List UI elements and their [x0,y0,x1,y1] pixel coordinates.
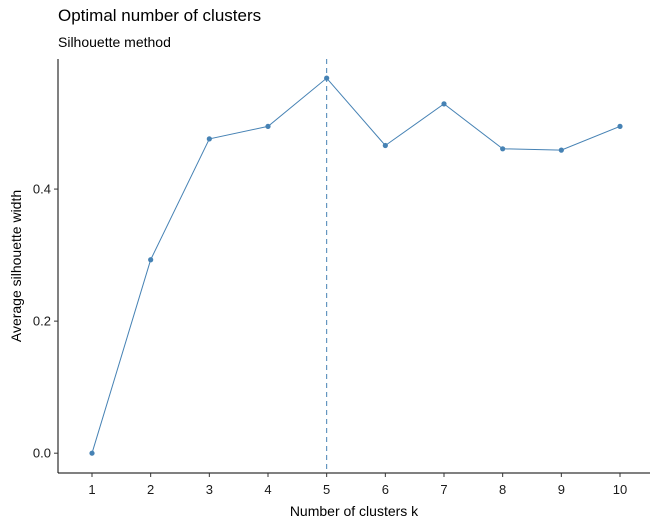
chart-subtitle: Silhouette method [58,34,171,50]
x-tick-label: 8 [499,482,506,497]
data-point [558,147,564,153]
data-point [441,101,447,107]
data-point [265,123,271,129]
x-tick-label: 1 [88,482,95,497]
data-point [500,146,506,152]
y-tick-label: 0.0 [33,446,51,461]
data-point [89,450,95,456]
series-line [91,77,621,454]
x-tick-label: 2 [147,482,154,497]
x-ticks: 1 2 3 4 5 6 7 8 9 10 [88,473,627,497]
x-tick-label: 9 [558,482,565,497]
y-tick-label: 0.4 [33,182,51,197]
x-tick-label: 7 [440,482,447,497]
data-points [89,75,623,456]
x-tick-label: 4 [264,482,271,497]
x-tick-label: 6 [382,482,389,497]
x-tick-label: 5 [323,482,330,497]
data-point [617,123,623,129]
x-tick-label: 3 [206,482,213,497]
x-tick-label: 10 [613,482,627,497]
data-point [382,142,388,149]
y-axis-label: Average silhouette width [8,190,24,342]
chart-title: Optimal number of clusters [58,6,262,25]
data-point [324,75,330,81]
y-ticks: 0.0 0.2 0.4 [33,182,58,461]
x-axis-label: Number of clusters k [290,503,419,519]
axes [57,59,650,474]
data-point [206,136,212,142]
y-tick-label: 0.2 [33,314,51,329]
data-point [148,257,154,263]
